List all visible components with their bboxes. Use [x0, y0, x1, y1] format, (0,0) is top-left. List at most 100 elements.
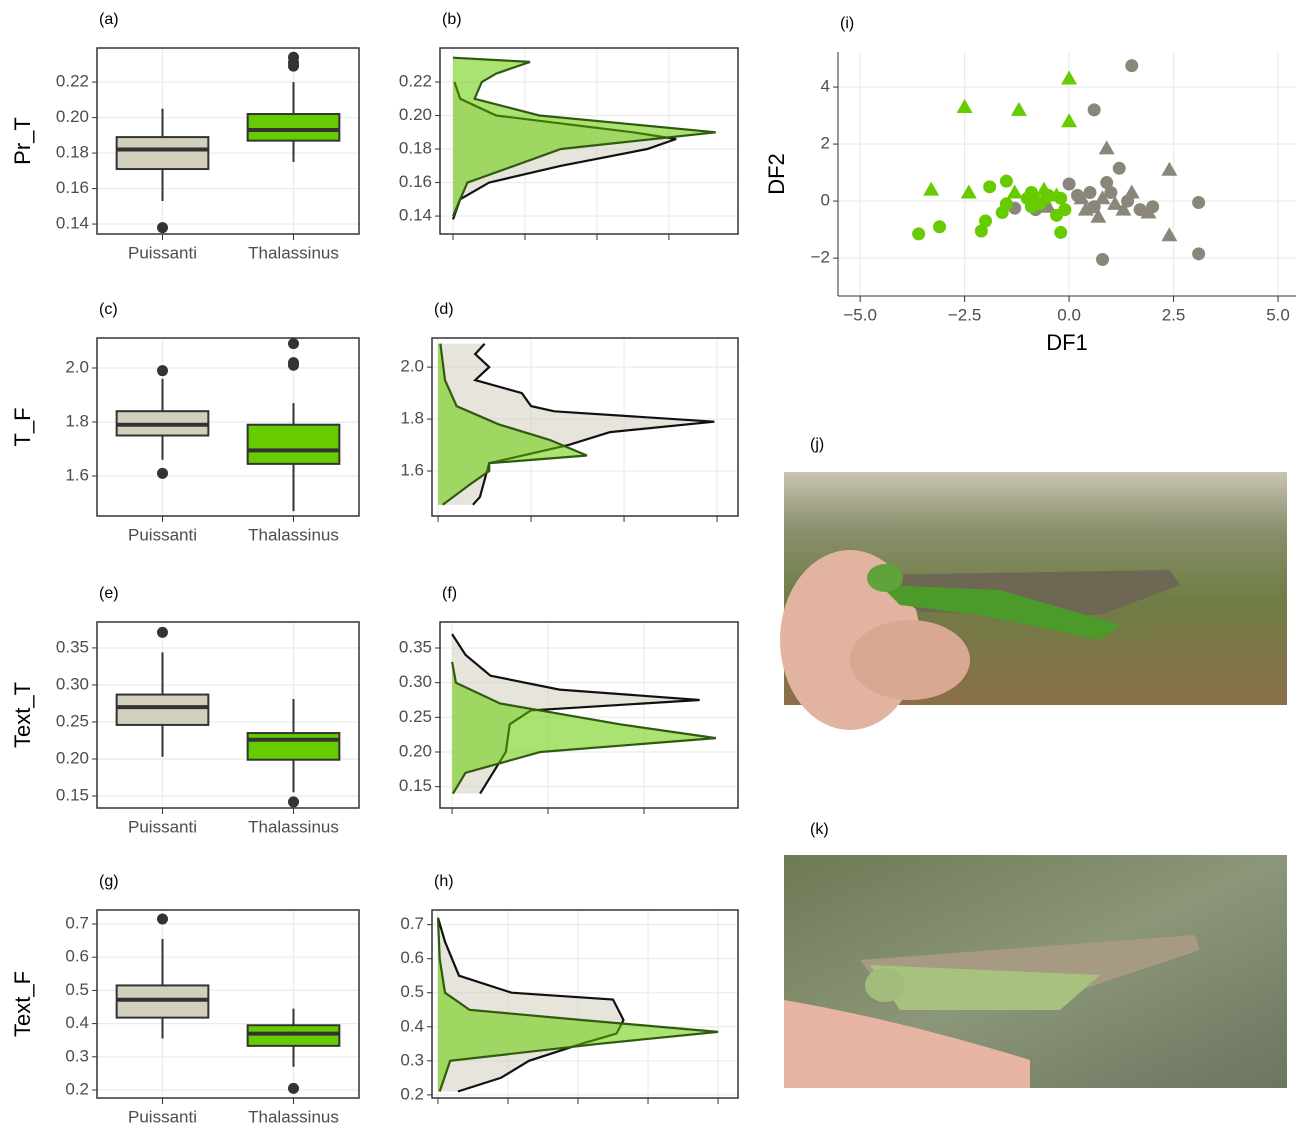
outlier [288, 796, 299, 808]
y-tick-label: 0.14 [399, 206, 432, 225]
point [1090, 208, 1107, 223]
y-tick-label: 0.3 [400, 1050, 424, 1069]
panel-tag: (f) [442, 585, 457, 602]
point [1061, 113, 1078, 128]
y-tick-label: 0.2 [65, 1079, 89, 1098]
box [115, 136, 210, 171]
point [1192, 196, 1206, 210]
y-tick-label: 1.6 [400, 461, 424, 480]
panel-border [96, 47, 360, 235]
y-tick-label: 0.18 [399, 139, 432, 158]
point [983, 180, 997, 194]
point [1161, 161, 1178, 176]
point [912, 227, 926, 241]
y-tick-label: 0.5 [400, 982, 424, 1001]
x-tick-label: Puissanti [128, 525, 197, 544]
density-area [453, 57, 716, 217]
panel-tag: (e) [99, 585, 119, 602]
y-tick-label: 0.30 [56, 674, 89, 693]
point [974, 224, 988, 238]
density-line [451, 661, 717, 795]
y-tick-label: 1.6 [65, 466, 89, 485]
y-tick-label: 0.14 [56, 214, 89, 233]
box [246, 113, 341, 142]
outlier [288, 357, 299, 369]
outlier [288, 1082, 299, 1094]
x-tick-label: 5.0 [1266, 305, 1290, 324]
point [1048, 187, 1065, 202]
x-tick-label: −2.5 [948, 305, 982, 324]
density-line [439, 343, 588, 506]
y-tick-label: 1.8 [65, 411, 89, 430]
photo-j [780, 472, 1287, 730]
point [1112, 161, 1126, 175]
point [1040, 198, 1057, 213]
point [1125, 59, 1139, 73]
y-tick-label: 2.0 [65, 357, 89, 376]
x-tick-label: Thalassinus [248, 1107, 339, 1126]
point [999, 197, 1013, 211]
y-tick-label: 0.20 [399, 741, 432, 760]
point [1123, 184, 1140, 199]
panel-border [96, 909, 360, 1099]
panel-tag: (a) [99, 11, 119, 28]
density-area [438, 343, 715, 505]
outlier [288, 51, 299, 63]
y-tick-label: 0 [821, 191, 830, 210]
density-line [436, 917, 625, 1093]
x-tick-label: −5.0 [843, 305, 877, 324]
y-tick-label: 0.18 [56, 143, 89, 162]
panel-border [96, 337, 360, 517]
point [1161, 227, 1178, 242]
outlier [288, 338, 299, 350]
density-line [451, 56, 716, 217]
x-tick-label: 0.0 [1057, 305, 1081, 324]
density-line [436, 917, 719, 1092]
y-tick-label: 0.35 [399, 637, 432, 656]
y-tick-label: 0.22 [56, 72, 89, 91]
y-tick-label: 0.25 [56, 711, 89, 730]
point [1006, 184, 1023, 199]
point [1087, 103, 1101, 117]
photo-label: (k) [810, 821, 829, 838]
x-tick-label: Thalassinus [248, 243, 339, 262]
point [933, 220, 947, 234]
y-tick-label: 1.8 [400, 409, 424, 428]
density-area [452, 661, 716, 794]
point [956, 99, 973, 114]
box [246, 423, 341, 465]
point [1036, 190, 1053, 205]
point [1054, 225, 1068, 239]
point [960, 184, 977, 199]
panel-border [439, 47, 739, 235]
panel-tag: (c) [99, 301, 118, 318]
y-tick-label: 0.20 [56, 107, 89, 126]
panel-border [96, 621, 360, 809]
y-tick-label: 0.2 [400, 1084, 424, 1103]
point [1096, 253, 1110, 267]
panel-border [439, 621, 739, 809]
y-tick-label: 0.30 [399, 672, 432, 691]
point [1115, 201, 1132, 216]
y-tick-label: 0.15 [56, 785, 89, 804]
point [1058, 203, 1072, 217]
point [1062, 177, 1076, 191]
panel-tag: (i) [840, 15, 854, 32]
density-area [453, 82, 677, 220]
point [1061, 70, 1078, 85]
photo-label: (j) [810, 436, 824, 453]
x-tick-label: Thalassinus [248, 525, 339, 544]
y-tick-label: 0.6 [65, 947, 89, 966]
y-tick-label: 0.7 [65, 913, 89, 932]
y-axis-title: Text_T [10, 682, 35, 748]
point [1098, 140, 1115, 155]
panel-tag: (h) [434, 873, 454, 890]
outlier [157, 913, 168, 925]
point [1083, 186, 1097, 200]
point [1107, 195, 1124, 210]
outlier [157, 222, 168, 234]
x-tick-label: 2.5 [1162, 305, 1186, 324]
y-tick-label: 2.0 [400, 357, 424, 376]
panel-border [431, 909, 739, 1099]
